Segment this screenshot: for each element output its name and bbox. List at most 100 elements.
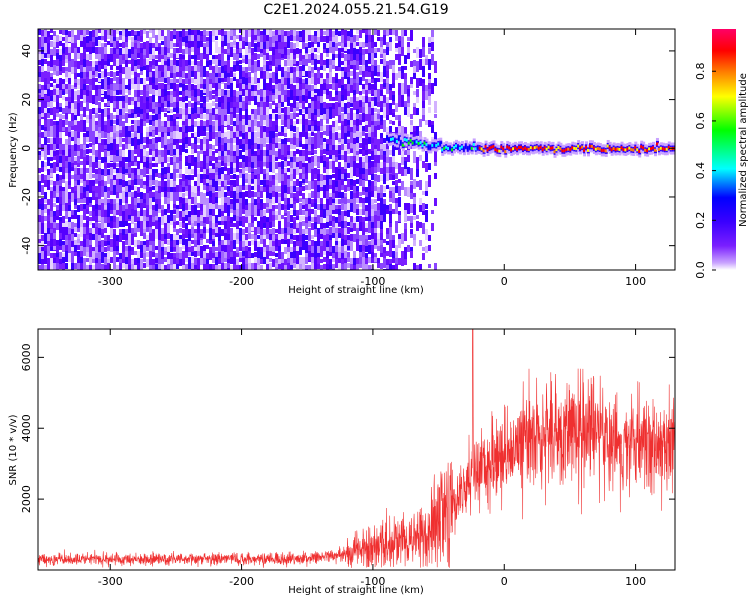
heatmap-cell (119, 156, 122, 165)
heatmap-cell (371, 205, 374, 211)
heatmap-cell (122, 215, 125, 224)
heatmap-cell (341, 48, 344, 52)
heatmap-cell (176, 89, 179, 101)
heatmap-cell (242, 59, 245, 63)
heatmap-cell (170, 115, 173, 121)
heatmap-cell (338, 138, 341, 142)
heatmap-cell (53, 198, 56, 202)
heatmap-cell (140, 157, 143, 163)
heatmap-cell (413, 73, 416, 79)
heatmap-cell (38, 89, 41, 93)
heatmap-cell (83, 30, 86, 41)
heatmap-cell (254, 211, 257, 216)
heatmap-cell (98, 143, 101, 154)
heatmap-cell (332, 221, 335, 230)
heatmap-cell (380, 198, 383, 205)
heatmap-cell (77, 61, 80, 69)
heatmap-cell (365, 49, 368, 54)
heatmap-cell (212, 253, 215, 262)
heatmap-cell (197, 186, 200, 193)
heatmap-cell (329, 155, 332, 159)
heatmap-cell (434, 132, 437, 144)
heatmap-cell (80, 53, 83, 61)
heatmap-cell (317, 89, 320, 97)
heatmap-cell (38, 181, 41, 193)
heatmap-cell (341, 198, 344, 206)
heatmap-cell (143, 210, 146, 220)
heatmap-cell (167, 91, 170, 96)
heatmap-cell (344, 84, 347, 93)
heatmap-cell (344, 35, 347, 47)
heatmap-cell (290, 234, 293, 240)
heatmap-cell (335, 83, 338, 91)
heatmap-cell (338, 233, 341, 238)
heatmap-cell (218, 191, 221, 198)
heatmap-cell (299, 264, 302, 269)
heatmap-cell (56, 257, 59, 268)
heatmap-cell (311, 181, 314, 189)
heatmap-cell (341, 113, 344, 125)
heatmap-cell (242, 186, 245, 190)
heatmap-cell (104, 43, 107, 50)
heatmap-cell (419, 240, 422, 246)
heatmap-cell (149, 205, 152, 211)
heatmap-cell (137, 107, 140, 115)
heatmap-cell (293, 169, 296, 179)
heatmap-cell (299, 150, 302, 158)
heatmap-cell (281, 102, 284, 107)
heatmap-cell (305, 78, 308, 89)
heatmap-cell (284, 265, 287, 270)
heatmap-cell (401, 47, 404, 56)
heatmap-cell (59, 180, 62, 186)
heatmap-cell (38, 60, 41, 65)
heatmap-cell (218, 73, 221, 77)
heatmap-cell (389, 120, 392, 124)
heatmap-cell (41, 54, 44, 62)
carrier-core (510, 148, 514, 152)
heatmap-cell (410, 84, 413, 88)
heatmap-cell (53, 95, 56, 102)
heatmap-cell (191, 234, 194, 238)
heatmap-cell (353, 144, 356, 154)
heatmap-cell (53, 115, 56, 120)
heatmap-cell (47, 161, 50, 165)
heatmap-cell (272, 221, 275, 227)
heatmap-cell (89, 167, 92, 179)
heatmap-cell (377, 125, 380, 130)
heatmap-cell (386, 167, 389, 178)
heatmap-cell (398, 163, 401, 174)
heatmap-cell (149, 85, 152, 94)
heatmap-cell (122, 197, 125, 203)
heatmap-cell (149, 157, 152, 168)
heatmap-cell (413, 263, 416, 270)
heatmap-cell (56, 53, 59, 64)
heatmap-cell (104, 235, 107, 245)
heatmap-cell (164, 72, 167, 82)
heatmap-cell (362, 209, 365, 215)
heatmap-cell (296, 216, 299, 220)
heatmap-cell (335, 157, 338, 162)
heatmap-cell (212, 223, 215, 230)
heatmap-cell (356, 204, 359, 212)
heatmap-cell (227, 245, 230, 256)
heatmap-cell (245, 210, 248, 220)
heatmap-cell (257, 265, 260, 270)
heatmap-cell (356, 137, 359, 146)
heatmap-cell (41, 132, 44, 138)
heatmap-cell (86, 252, 89, 257)
heatmap-cell (38, 151, 41, 155)
carrier-core (451, 148, 455, 152)
heatmap-cell (71, 67, 74, 74)
heatmap-cell (164, 270, 167, 282)
heatmap-cell (182, 49, 185, 57)
heatmap-cell (248, 143, 251, 152)
heatmap-cell (359, 53, 362, 65)
heatmap-cell (371, 108, 374, 116)
heatmap-cell (104, 210, 107, 218)
heatmap-cell (254, 227, 257, 238)
heatmap-cell (269, 103, 272, 109)
heatmap-cell (314, 203, 317, 209)
heatmap-cell (314, 229, 317, 237)
heatmap-cell (131, 150, 134, 156)
heatmap-cell (278, 138, 281, 142)
